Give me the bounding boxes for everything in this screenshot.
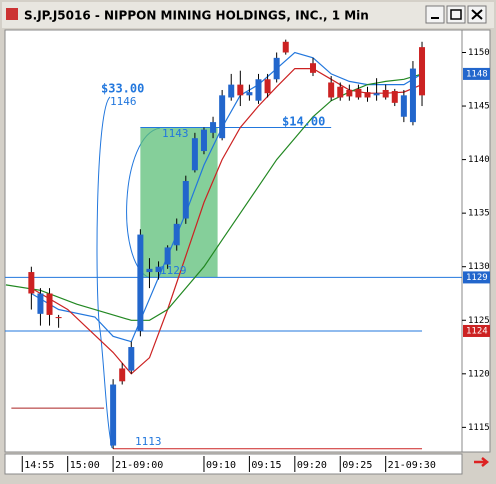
candle-body xyxy=(191,138,198,171)
annotation: $14.00 xyxy=(282,115,325,129)
candle-body xyxy=(210,122,217,133)
x-tick-label: 21-09:00 xyxy=(115,460,163,471)
candle-body xyxy=(228,84,235,98)
y-tick-label: 1135 xyxy=(468,209,490,219)
candle-body xyxy=(282,41,289,53)
x-tick-label: 09:20 xyxy=(297,460,327,471)
bracket-left xyxy=(96,96,113,449)
price-marker-label: 1124 xyxy=(466,326,488,336)
scroll-arrow[interactable] xyxy=(474,457,490,467)
candle-body xyxy=(119,368,126,382)
price-marker xyxy=(463,271,490,284)
candle-body xyxy=(155,266,162,273)
window-title: S.JP.J5016 - NIPPON MINING HOLDINGS, INC… xyxy=(24,9,369,23)
candle-body xyxy=(273,57,280,80)
candle-body xyxy=(28,272,35,294)
title-bar xyxy=(2,2,494,28)
y-tick-label: 1140 xyxy=(468,155,490,165)
candle-body xyxy=(37,293,44,314)
price-marker xyxy=(463,324,490,337)
candle-body xyxy=(55,317,62,319)
candle-body xyxy=(237,84,244,96)
ma-line xyxy=(30,68,423,375)
x-tick-label: 14:55 xyxy=(24,460,54,471)
candle-body xyxy=(355,88,362,98)
candle-body xyxy=(419,47,426,96)
candle-body xyxy=(400,95,407,117)
time-axis xyxy=(4,453,463,475)
candle-body xyxy=(364,92,371,98)
candle-body xyxy=(219,95,226,139)
price-marker-label: 1148 xyxy=(466,69,488,79)
candle-body xyxy=(373,93,380,96)
close-icon xyxy=(471,9,483,20)
candle-body xyxy=(346,89,353,97)
candle-body xyxy=(409,68,416,123)
x-tick-label: 21-09:30 xyxy=(388,460,436,471)
y-tick-label: 1130 xyxy=(468,262,490,272)
candle-body xyxy=(173,223,180,246)
annotation: 1146 xyxy=(110,95,137,108)
candle-body xyxy=(137,234,144,331)
annotation: 1143 xyxy=(162,127,189,140)
window-buttons[interactable] xyxy=(425,5,487,24)
candle-body xyxy=(382,89,389,98)
candle-body xyxy=(46,293,53,315)
candle-body xyxy=(337,86,344,98)
app-icon xyxy=(6,8,18,20)
annotation: $33.00 xyxy=(101,82,144,96)
candle-body xyxy=(328,82,335,98)
y-tick-label: 1115 xyxy=(468,423,490,433)
x-tick-label: 09:25 xyxy=(342,460,372,471)
annotation: 1113 xyxy=(135,435,162,448)
maximize-button[interactable] xyxy=(446,5,466,24)
plot: 1115 1120 1125 1130 1135 1140 1145 1150 14:55 15:… xyxy=(5,39,490,472)
candle-body xyxy=(309,63,316,73)
ma-line xyxy=(5,73,423,321)
candle-body xyxy=(391,91,398,103)
price-marker-label: 1129 xyxy=(466,273,488,283)
annotation: 1129 xyxy=(160,264,187,277)
x-tick-label: 15:00 xyxy=(70,460,100,471)
candle-body xyxy=(146,268,153,273)
minimize-button[interactable] xyxy=(425,5,445,24)
y-tick-label: 1125 xyxy=(468,316,490,326)
candle-body xyxy=(255,79,262,101)
y-tick-label: 1145 xyxy=(468,102,490,112)
zone xyxy=(140,127,218,278)
price-marker xyxy=(463,67,490,80)
price-axis xyxy=(461,29,491,453)
candle-body xyxy=(164,247,171,265)
y-tick-label: 1150 xyxy=(468,48,490,58)
candle-body xyxy=(264,79,271,94)
candle-body xyxy=(128,347,135,371)
candle-body xyxy=(200,129,207,152)
candle-body xyxy=(182,181,189,219)
y-tick-label: 1120 xyxy=(468,369,490,379)
x-tick-label: 09:10 xyxy=(206,460,236,471)
maximize-icon xyxy=(450,9,462,20)
candle-body xyxy=(246,92,253,96)
plot-area xyxy=(4,29,463,453)
candle-body xyxy=(110,384,117,446)
x-tick-label: 09:15 xyxy=(251,460,281,471)
